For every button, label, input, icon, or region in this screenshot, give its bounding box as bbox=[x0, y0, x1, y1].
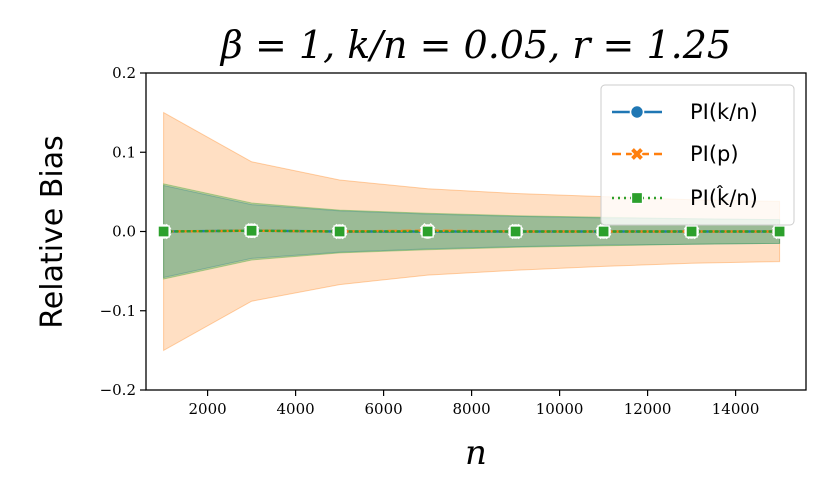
legend-label-2: PI(k̂/n) bbox=[690, 185, 758, 210]
marker-2-5 bbox=[597, 225, 610, 238]
series-line-2 bbox=[162, 229, 781, 233]
marker-2-0 bbox=[157, 225, 170, 238]
y-tick-label: 0.2 bbox=[112, 64, 136, 82]
legend-frame bbox=[600, 84, 795, 226]
x-tick-label: 8000 bbox=[453, 400, 491, 418]
x-axis-label: n bbox=[465, 433, 487, 473]
legend-marker-2 bbox=[630, 191, 644, 205]
y-tick-label: −0.1 bbox=[100, 302, 136, 320]
marker-2-2 bbox=[333, 225, 346, 238]
y-axis-ticks: −0.2 −0.1 0.0 0.1 0.2 bbox=[100, 64, 146, 399]
x-tick-label: 6000 bbox=[365, 400, 403, 418]
legend-marker-0 bbox=[629, 104, 645, 120]
legend-marker-1-shape bbox=[629, 146, 645, 162]
x-tick-label: 10000 bbox=[536, 400, 584, 418]
series-markers bbox=[155, 223, 788, 240]
marker-2-4 bbox=[509, 225, 522, 238]
y-tick-label: −0.2 bbox=[100, 381, 136, 399]
marker-2-1 bbox=[245, 224, 258, 237]
x-tick-label: 4000 bbox=[277, 400, 315, 418]
legend-label-1: PI(p) bbox=[690, 142, 739, 166]
x-tick-label: 2000 bbox=[189, 400, 227, 418]
marker-2-6 bbox=[685, 225, 698, 238]
legend-label-0: PI(k/n) bbox=[690, 100, 758, 124]
marker-2-7 bbox=[773, 225, 786, 238]
x-tick-label: 12000 bbox=[624, 400, 672, 418]
legend: PI(k/n) PI(p) PI(k̂/n) bbox=[600, 84, 795, 226]
y-tick-label: 0.0 bbox=[112, 223, 136, 241]
y-tick-label: 0.1 bbox=[112, 143, 136, 161]
marker-2-3 bbox=[421, 225, 434, 238]
x-axis-ticks: 2000 4000 6000 8000 10000 12000 14000 bbox=[189, 390, 760, 418]
legend-marker-1 bbox=[629, 146, 645, 162]
x-tick-label: 14000 bbox=[712, 400, 760, 418]
y-axis-label: Relative Bias bbox=[35, 135, 70, 328]
series-lines bbox=[162, 229, 781, 233]
chart-title: β = 1, k/n = 0.05, r = 1.25 bbox=[219, 23, 731, 67]
